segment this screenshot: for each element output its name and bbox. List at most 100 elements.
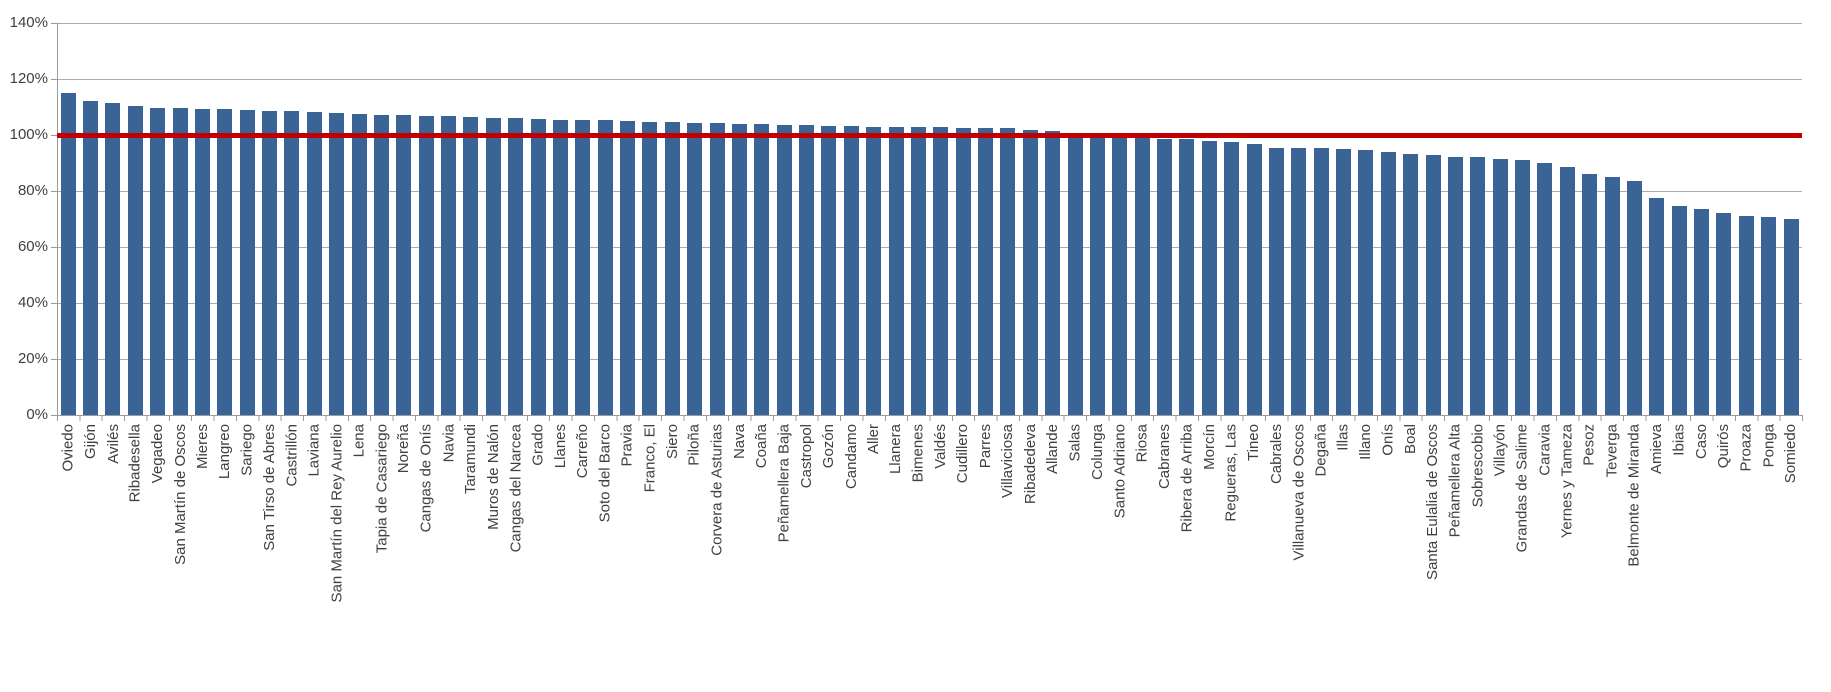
x-axis-label: Soto del Barco (596, 424, 614, 523)
x-axis-label: Santo Adriano (1111, 424, 1129, 519)
x-axis-label: Gozón (820, 424, 838, 469)
x-axis-label: Santa Eulalia de Oscos (1424, 424, 1442, 580)
bar (709, 123, 725, 415)
bar (1291, 148, 1307, 415)
x-axis-label: Langreo (216, 424, 234, 480)
bar (955, 127, 971, 415)
bar (731, 123, 747, 415)
bar (150, 108, 166, 415)
bar-slot (281, 23, 303, 415)
x-axis-label: Ponga (1759, 424, 1777, 468)
x-axis-label: Salas (1066, 424, 1084, 462)
x-axis-label: Caso (1692, 424, 1710, 460)
bar-slot (1713, 23, 1735, 415)
y-axis-tick-label: 40% (17, 294, 48, 311)
bar (127, 106, 143, 415)
bar-slot (1422, 23, 1444, 415)
x-axis-label: Boal (1402, 424, 1419, 455)
bar-slot (1176, 23, 1198, 415)
y-axis-tick (51, 135, 57, 136)
bar (1224, 142, 1240, 415)
bar-slot (1265, 23, 1287, 415)
bar (329, 112, 345, 415)
bar (1313, 148, 1329, 415)
gridline (57, 359, 1802, 360)
bar-slot (1579, 23, 1601, 415)
y-axis-tick-label: 0% (26, 406, 48, 423)
bar-slot (773, 23, 795, 415)
y-axis-tick-label: 20% (17, 350, 48, 367)
x-axis-label: Lena (350, 424, 368, 458)
x-axis-label: Candamo (842, 424, 860, 490)
x-axis-label: Navia (440, 424, 458, 463)
x-axis-label: Sariego (238, 424, 256, 476)
y-axis-line (57, 23, 58, 415)
bar-slot (974, 23, 996, 415)
x-axis-label: Caravia (1536, 424, 1554, 476)
y-axis-tick (51, 359, 57, 360)
x-axis-label: Corvera de Asturias (708, 424, 726, 556)
bar-slot (1623, 23, 1645, 415)
bar-slot (594, 23, 616, 415)
bar-slot (236, 23, 258, 415)
bar-slot (1288, 23, 1310, 415)
bar (597, 120, 613, 415)
y-axis-tick-label: 140% (9, 14, 48, 31)
bar (508, 118, 524, 415)
bar-slot (393, 23, 415, 415)
bar-slot (1064, 23, 1086, 415)
y-axis-tick-label: 100% (9, 126, 48, 143)
bar (1403, 153, 1419, 415)
x-axis-label: Villanueva de Oscos (1290, 424, 1308, 561)
x-axis-label: Parres (976, 424, 994, 469)
bar (60, 93, 76, 415)
bar-slot (1780, 23, 1802, 415)
x-axis-label: Tapia de Casariego (372, 424, 390, 554)
y-axis-tick (51, 191, 57, 192)
x-axis-label: Cudillero (954, 424, 972, 484)
y-axis-tick-label: 120% (9, 70, 48, 87)
x-axis-label: Villayón (1491, 424, 1509, 477)
bar (664, 122, 680, 415)
x-axis-label: Taramundi (462, 424, 480, 495)
bar-slot (639, 23, 661, 415)
bar (978, 128, 994, 415)
bar (687, 122, 703, 415)
bar (1515, 160, 1531, 415)
bar (1000, 128, 1016, 415)
x-axis-label: Quirós (1715, 424, 1733, 469)
x-axis-label: Villaviciosa (999, 424, 1017, 498)
bar (1582, 173, 1598, 415)
bar (1268, 147, 1284, 415)
x-axis-label: Pesoz (1580, 424, 1598, 466)
bar-slot (706, 23, 728, 415)
x-axis-label: Ribadesella (126, 424, 144, 503)
bar-slot (1690, 23, 1712, 415)
bar-slot (124, 23, 146, 415)
bar-slot (1758, 23, 1780, 415)
gridline (57, 303, 1802, 304)
bar-slot (1086, 23, 1108, 415)
bar-slot (147, 23, 169, 415)
bar-slot (1153, 23, 1175, 415)
x-axis-line (57, 415, 1802, 416)
x-axis-label: Peñamellera Alta (1446, 424, 1464, 538)
x-axis-label: San Tirso de Abres (261, 424, 279, 551)
bar (866, 126, 882, 415)
bar (441, 116, 457, 415)
bar-slot (102, 23, 124, 415)
bar (799, 125, 815, 415)
bar-slot (415, 23, 437, 415)
gridline (57, 23, 1802, 24)
x-axis-label: Somiedo (1782, 424, 1800, 484)
bar-slot (885, 23, 907, 415)
bar (1022, 129, 1038, 415)
bar-slot (1489, 23, 1511, 415)
bar (1738, 215, 1754, 415)
bar (396, 115, 412, 415)
x-axis-label: Ribera de Arriba (1178, 424, 1196, 533)
bar-slot (661, 23, 683, 415)
bar (463, 117, 479, 415)
bar-slot (1332, 23, 1354, 415)
bar (1626, 180, 1642, 415)
